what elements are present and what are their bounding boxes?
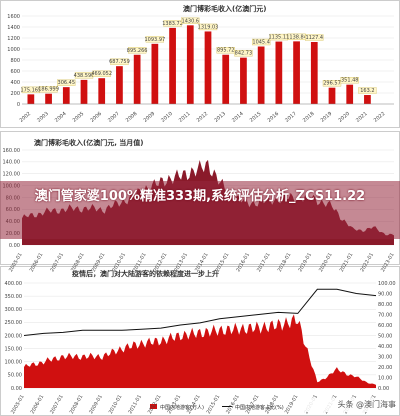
chart1-data-label-box	[127, 47, 147, 54]
chart2-y-tick: 0.00	[9, 243, 20, 249]
title-overlay-band	[0, 181, 400, 239]
chart3-legend-1: 中国内地游客(万人)	[160, 404, 204, 411]
chart1-bar	[240, 57, 247, 104]
chart3-y2-tick: 100.00	[378, 281, 396, 287]
chart1-bar	[346, 84, 354, 104]
chart1-y-tick: 1200	[7, 36, 20, 42]
chart1-bar	[151, 43, 159, 104]
chart1-y-tick: 800	[10, 58, 20, 64]
chart3-y2-tick: 60.00	[378, 323, 392, 329]
chart3-y-tick: 200.00	[5, 333, 23, 339]
chart1-data-label: 163.2	[360, 88, 374, 94]
chart1-data-label: 469.052	[91, 71, 112, 77]
chart1-data-label-box	[340, 77, 359, 84]
chart3-y2-tick: 10.00	[378, 375, 392, 381]
chart1-data-label: 296.57	[323, 81, 341, 87]
chart1-data-label: 842.73	[235, 51, 253, 57]
chart3-y-tick: 100.00	[5, 360, 23, 366]
chart1-data-label-box	[305, 34, 324, 41]
chart1-bar	[80, 79, 88, 104]
chart2-y-tick: 120.00	[3, 172, 21, 178]
chart1-data-label-box	[145, 36, 165, 43]
chart3-y2-tick: 0.00	[378, 386, 389, 392]
chart1-data-label: 1135.11	[269, 35, 290, 41]
chart3-y2-tick: 40.00	[378, 344, 392, 350]
chart1-bar	[62, 87, 70, 104]
chart1-bar	[364, 95, 371, 104]
chart1-bar	[186, 25, 194, 104]
chart1-data-label: 1319.03	[198, 24, 219, 30]
chart1-bar	[133, 54, 141, 104]
chart3-title: 疫情后，澳门对大陆游客的依赖程度进一步上升	[72, 269, 219, 278]
chart1-bar	[204, 31, 212, 105]
chart3-y-tick: 250.00	[5, 320, 23, 326]
chart1-y-tick: 1600	[7, 14, 20, 20]
chart1-bar	[169, 27, 176, 104]
chart1-data-label: 175.165	[21, 87, 42, 93]
chart1-bar	[45, 93, 52, 104]
chart3-y2-tick: 90.00	[378, 291, 392, 297]
chart1-y-tick: 1000	[7, 47, 20, 53]
chart3-y2-tick: 20.00	[378, 365, 392, 371]
chart2-y-tick: 140.00	[3, 160, 21, 166]
chart2-y-tick: 160.00	[3, 148, 21, 154]
chart1-data-label: 687.759	[109, 59, 130, 65]
chart3-area	[24, 314, 376, 388]
chart3-y-tick: 400.00	[5, 281, 23, 287]
chart1-data-label-box	[198, 23, 218, 31]
chart1-data-label: 895.266	[127, 48, 148, 54]
chart3-y2-tick: 30.00	[378, 354, 392, 360]
chart1-data-label-box	[110, 58, 129, 65]
chart3-y-tick: 350.00	[5, 294, 23, 300]
chart3-y-tick: 300.00	[5, 307, 23, 313]
chart3-y2-tick: 50.00	[378, 333, 392, 339]
chart1-data-label: 186.999	[38, 87, 59, 93]
chart3-legend-2: 中国内地游客占比(%)	[235, 404, 284, 411]
chart1-data-label-box	[57, 79, 76, 86]
chart3-y-tick: 0.00	[11, 386, 22, 392]
chart1-bar	[310, 41, 318, 104]
chart1-y-tick: 1400	[7, 25, 20, 31]
chart1-bar	[98, 78, 106, 104]
chart1-data-label: 1093.97	[145, 37, 166, 43]
chart3-y-tick: 150.00	[5, 346, 23, 352]
chart1-title: 澳门博彩毛收入(亿澳门元)	[183, 4, 266, 13]
watermark: 头条 @澳门海事	[296, 398, 399, 412]
chart1-data-label-box	[181, 17, 200, 24]
chart1-y-tick: 400	[10, 80, 20, 86]
chart1-data-label: 306.45	[58, 80, 76, 86]
chart1-data-label-box	[39, 86, 58, 93]
chart3-legend-swatch-1	[150, 404, 157, 409]
chart3-y-tick: 50.00	[8, 373, 22, 379]
chart1-data-label: 1430.6	[182, 18, 200, 24]
chart1-y-tick: 200	[10, 91, 20, 97]
chart1-data-label: 1127.4	[306, 35, 324, 41]
chart3-y2-tick: 80.00	[378, 302, 392, 308]
chart1-data-label-box	[358, 87, 377, 94]
chart1-bar	[27, 94, 35, 104]
chart1-data-label: 1045.4	[252, 40, 270, 46]
chart1-frame	[0, 0, 400, 128]
chart1-bar	[116, 66, 123, 104]
chart1-y-tick: 0	[17, 102, 20, 108]
chart1-bar	[275, 41, 283, 104]
chart1-data-label: 1383.72	[162, 21, 183, 27]
chart1-data-label: 1138.84	[286, 34, 307, 40]
chart1-data-label-box	[234, 49, 253, 57]
chart1-data-label-box	[251, 38, 271, 46]
chart1-bar	[328, 87, 336, 104]
chart2-title: 澳门博彩毛收入(亿澳门元, 当月值)	[34, 138, 144, 147]
chart1-data-label-box	[92, 70, 111, 77]
chart1-bar	[293, 41, 300, 104]
chart1-y-tick: 600	[10, 69, 20, 75]
chart3-share-line	[23, 288, 377, 336]
chart3-y2-tick: 70.00	[378, 312, 392, 318]
chart1-data-label: 895.72	[217, 48, 235, 54]
chart1-data-label: 351.48	[341, 78, 359, 84]
overlay-title: 澳门管家婆100%精准333期,系统评估分析_ZCS11.22	[34, 189, 366, 204]
chart1-bar	[222, 54, 230, 104]
chart1-data-label: 438.596	[74, 73, 95, 79]
chart1-bar	[257, 46, 265, 104]
